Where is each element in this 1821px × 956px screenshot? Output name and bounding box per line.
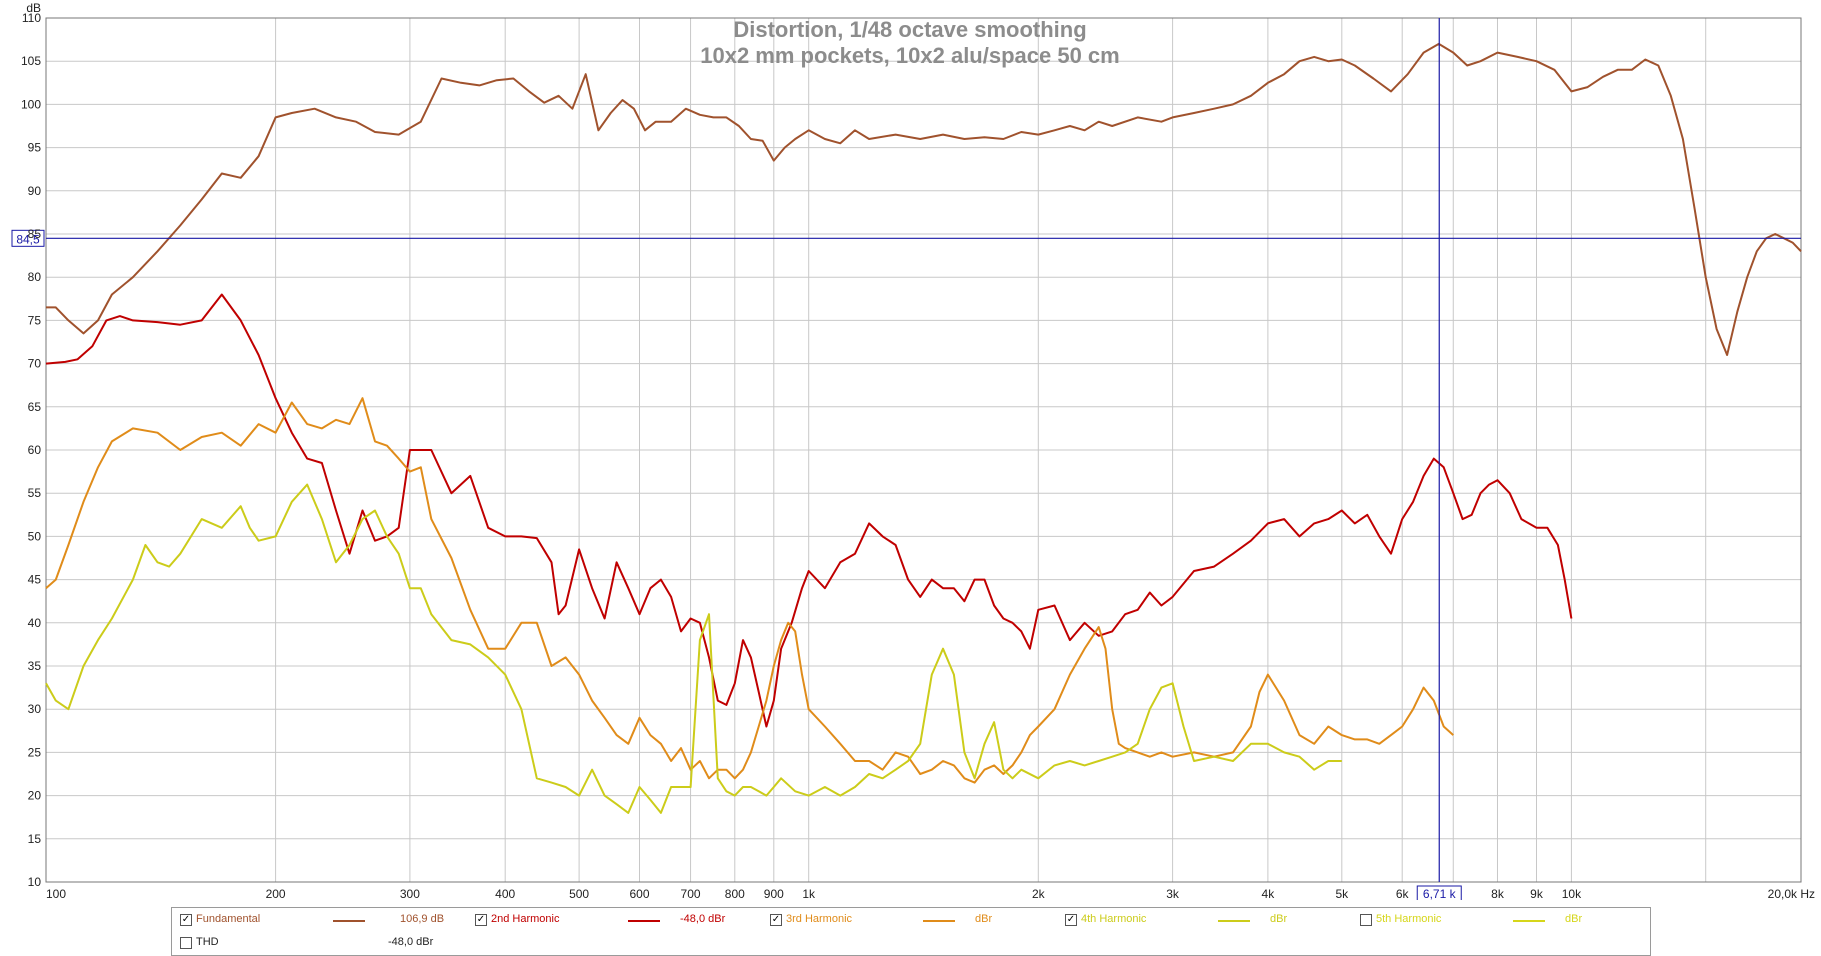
x-tick-label: 5k (1335, 887, 1349, 900)
y-tick-label: 20 (28, 789, 42, 803)
legend-label: 2nd Harmonic (491, 913, 560, 925)
y-tick-label: 110 (22, 11, 41, 25)
legend-checkbox-thd[interactable] (180, 937, 192, 949)
legend-item-4th-harmonic: ✓ 4th Harmonic dBr (1065, 911, 1360, 929)
series-line-4th-harmonic (45, 483, 1342, 814)
y-tick-label: 55 (28, 486, 42, 500)
x-tick-label: 200 (266, 887, 286, 900)
chart-title: Distortion, 1/48 octave smoothing (733, 17, 1086, 42)
x-tick-label: 9k (1530, 887, 1544, 900)
legend-swatch (628, 920, 660, 922)
y-tick-label: 60 (28, 443, 42, 457)
y-tick-label: 45 (28, 573, 42, 587)
x-tick-label: 20,0k Hz (1768, 887, 1815, 900)
x-tick-label: 100 (46, 887, 66, 900)
x-tick-label: 4k (1262, 887, 1276, 900)
y-tick-label: 95 (28, 141, 42, 155)
cursor-y-box (11, 229, 45, 247)
chart-subtitle: 10x2 mm pockets, 10x2 alu/space 50 cm (700, 43, 1119, 68)
x-tick-label: 700 (681, 887, 701, 900)
legend-item-thd: THD -48,0 dBr (180, 934, 475, 952)
series-line-2nd-harmonic (45, 293, 1573, 728)
legend-value: 106,9 dB (400, 913, 445, 925)
y-tick-label: 75 (28, 313, 42, 327)
plot-frame (45, 17, 1802, 883)
x-tick-label: 300 (400, 887, 420, 900)
x-tick-label: 900 (764, 887, 784, 900)
x-tick-label: 600 (629, 887, 649, 900)
y-tick-label: 90 (28, 184, 42, 198)
x-tick-label: 800 (725, 887, 745, 900)
legend-row-1: ✓ Fundamental 106,9 dB ✓ 2nd Harmonic -48,0 d… (172, 911, 1650, 929)
cursor-y-label: 84,5 (16, 232, 40, 246)
legend-value: -48,0 dBr (388, 936, 434, 948)
legend-swatch (923, 920, 955, 922)
x-tick-label: 1k (802, 887, 816, 900)
legend-checkbox-5th-harmonic[interactable] (1360, 914, 1372, 926)
legend-swatch (1513, 920, 1545, 922)
y-tick-label: 85 (28, 227, 42, 241)
x-tick-label: 8k (1491, 887, 1505, 900)
y-tick-label: 15 (28, 832, 42, 846)
legend-value: dBr (1565, 913, 1583, 925)
x-tick-label: 3k (1166, 887, 1180, 900)
axis-labels: 10 15 20 25 30 35 40 45 50 55 60 65 70 75 80 85 90 95 100 1… (21, 1, 1815, 900)
legend-checkbox-4th-harmonic[interactable]: ✓ (1065, 914, 1077, 926)
cursor-x-box (1416, 885, 1462, 900)
legend-label: 3rd Harmonic (786, 913, 853, 925)
legend-value: dBr (975, 913, 993, 925)
legend-item-2nd-harmonic: ✓ 2nd Harmonic -48,0 dBr (475, 911, 770, 929)
y-tick-label: 70 (28, 357, 42, 371)
x-tick-label: 400 (495, 887, 515, 900)
legend-checkbox-3rd-harmonic[interactable]: ✓ (770, 914, 782, 926)
legend-swatch (1218, 920, 1250, 922)
x-tick-label: 10k (1562, 887, 1582, 900)
y-tick-label: 65 (28, 400, 42, 414)
legend-checkbox-2nd-harmonic[interactable]: ✓ (475, 914, 487, 926)
legend-panel: ✓ Fundamental 106,9 dB ✓ 2nd Harmonic -48,0 d… (171, 907, 1651, 956)
legend-item-3rd-harmonic: ✓ 3rd Harmonic dBr (770, 911, 1065, 929)
cursor-layer: 84,5 6,71 k (11, 18, 1801, 900)
plot-grid (45, 17, 1802, 883)
y-tick-label: 35 (28, 659, 42, 673)
y-tick-label: 100 (21, 97, 41, 111)
series-layer (45, 42, 1802, 814)
distortion-chart: 84,56,71 k 10152025303540455055606570758… (11, 1, 1815, 900)
legend-label: THD (196, 936, 219, 948)
y-tick-label: 80 (28, 270, 42, 284)
series-line-3rd-harmonic (45, 397, 1454, 784)
y-unit-label: dB (26, 1, 41, 15)
legend-row-2: THD -48,0 dBr (172, 934, 1650, 952)
legend-label: Fundamental (196, 913, 261, 925)
y-tick-label: 25 (28, 745, 42, 759)
x-tick-label: 6k (1396, 887, 1410, 900)
y-tick-label: 105 (21, 54, 41, 68)
legend-item-5th-harmonic: 5th Harmonic dBr (1360, 911, 1655, 929)
legend-label: 5th Harmonic (1376, 913, 1442, 925)
legend-value: dBr (1270, 913, 1288, 925)
legend-value: -48,0 dBr (680, 913, 726, 925)
y-tick-label: 40 (28, 616, 42, 630)
x-tick-label: 500 (569, 887, 589, 900)
x-tick-label: 2k (1032, 887, 1046, 900)
legend-item-fundamental: ✓ Fundamental 106,9 dB (180, 911, 475, 929)
legend-label: 4th Harmonic (1081, 913, 1147, 925)
y-tick-label: 50 (28, 529, 42, 543)
y-tick-label: 10 (28, 875, 42, 889)
y-tick-label: 30 (28, 702, 42, 716)
legend-checkbox-fundamental[interactable]: ✓ (180, 914, 192, 926)
legend-swatch (333, 920, 365, 922)
series-line-fundamental (46, 42, 1802, 356)
cursor-x-label: 6,71 k (1423, 887, 1457, 900)
